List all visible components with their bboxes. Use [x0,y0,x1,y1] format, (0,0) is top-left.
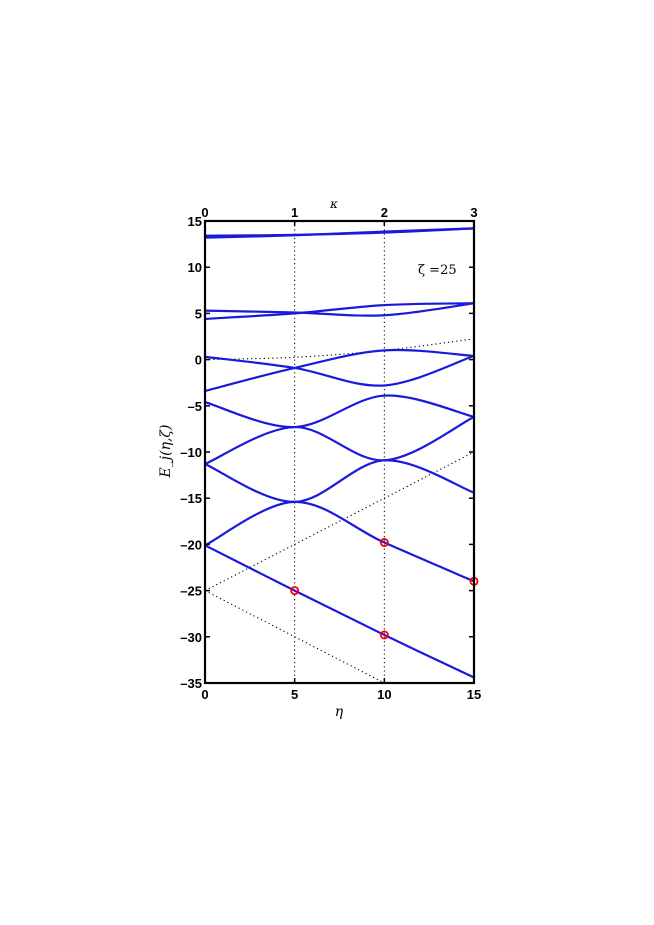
y-tick-label-2: 5 [195,306,202,321]
curve-10 [205,544,474,679]
y-tick-label-9: –30 [180,630,202,645]
y-tick-label-1: 10 [188,260,202,275]
y-tick-label-0: 15 [188,214,202,229]
curve-9 [205,500,474,583]
curve-5 [205,348,474,393]
curve-7 [205,415,474,466]
curve-3 [205,302,474,321]
dotted-line-1 [205,590,385,683]
y-tick-label-3: 0 [195,353,202,368]
top-tick-label-0: 0 [201,205,208,220]
y-tick-label-8: –25 [180,584,202,599]
x-tick-label-1: 5 [291,687,298,702]
y-tick-label-7: –20 [180,537,202,552]
x-axis-label: η [335,704,344,720]
curve-2 [205,302,474,317]
curve-series [205,227,474,679]
curve-4 [205,354,474,387]
annotation-text: ζ =25 [418,263,457,278]
curve-8 [205,459,474,504]
x-tick-label-2: 10 [377,687,391,702]
axis-ticks [204,220,475,684]
marker-2 [379,630,389,640]
marker-0 [290,586,300,596]
x-tick-label-0: 0 [201,687,208,702]
y-axis-label: E_j(η,ζ) [158,425,174,479]
top-axis-label: κ [329,197,338,211]
y-tick-label-4: –5 [188,399,202,414]
top-tick-label-2: 2 [381,205,388,220]
curve-1 [205,227,474,239]
marker-1 [379,538,389,548]
curve-6 [205,394,474,429]
top-tick-label-3: 3 [470,205,477,220]
y-tick-label-5: –10 [180,445,202,460]
top-tick-label-1: 1 [291,205,298,220]
y-tick-label-10: –35 [180,676,202,691]
y-tick-label-6: –15 [180,491,202,506]
dotted-line-2 [205,338,474,361]
x-tick-label-3: 15 [467,687,481,702]
